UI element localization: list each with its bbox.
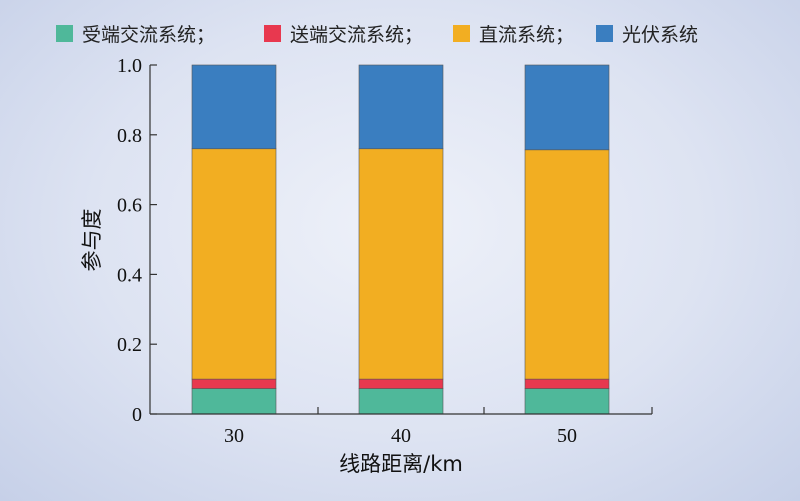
bar-50-series-1 <box>524 378 610 389</box>
x-axis-title: 线路距离/km <box>339 452 463 476</box>
axes <box>149 65 652 415</box>
y-axis-title: 参与度 <box>80 209 104 272</box>
legend-label-1: 送端交流系统； <box>290 24 423 46</box>
bar-40-series-1 <box>358 378 444 389</box>
bar-40-series-2 <box>358 148 444 380</box>
bar-30-series-2 <box>191 148 277 380</box>
legend-swatch-3 <box>596 25 613 42</box>
bar-50-series-0 <box>524 388 610 415</box>
bar-30-series-3 <box>191 64 277 150</box>
bar-30-series-1 <box>191 378 277 389</box>
bar-40-series-3 <box>358 64 444 150</box>
bar-30-series-0 <box>191 388 277 415</box>
y-tick-label-2: 0.4 <box>117 264 142 286</box>
legend-label-3: 光伏系统 <box>622 24 698 46</box>
x-tick-label-30: 30 <box>224 425 244 447</box>
y-tick-label-1: 0.2 <box>117 334 142 356</box>
y-tick-label-4: 0.8 <box>117 125 142 147</box>
legend: 受端交流系统； 送端交流系统； 直流系统； 光伏系统 <box>56 24 698 46</box>
legend-swatch-0 <box>56 25 73 42</box>
bar-50-series-2 <box>524 149 610 380</box>
legend-swatch-2 <box>453 25 470 42</box>
bar-50-series-3 <box>524 64 610 151</box>
legend-label-2: 直流系统； <box>479 24 574 46</box>
legend-swatch-1 <box>264 25 281 42</box>
bars <box>191 64 610 415</box>
x-ticks: 30 40 50 <box>224 407 653 447</box>
legend-label-0: 受端交流系统； <box>82 24 215 46</box>
y-tick-label-5: 1.0 <box>117 55 142 77</box>
x-tick-label-50: 50 <box>557 425 577 447</box>
x-tick-label-40: 40 <box>391 425 411 447</box>
y-tick-label-0: 0 <box>132 404 142 426</box>
y-tick-label-3: 0.6 <box>117 195 142 217</box>
bar-40-series-0 <box>358 388 444 415</box>
y-ticks: 0 0.2 0.4 0.6 0.8 1.0 <box>117 55 157 426</box>
